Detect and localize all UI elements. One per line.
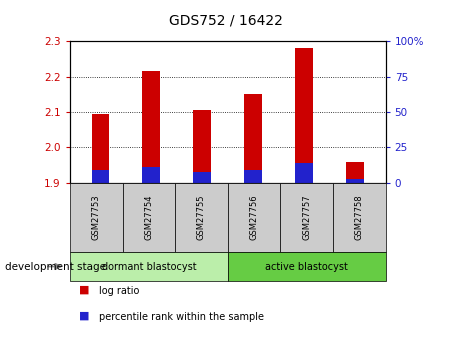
Text: dormant blastocyst: dormant blastocyst	[101, 262, 196, 272]
Text: GSM27758: GSM27758	[355, 195, 364, 240]
Text: ■: ■	[79, 310, 89, 321]
Bar	[295, 164, 313, 183]
Bar	[295, 49, 313, 183]
Bar	[244, 170, 262, 183]
Text: GSM27755: GSM27755	[197, 195, 206, 240]
Text: GSM27754: GSM27754	[144, 195, 153, 240]
Text: GSM27757: GSM27757	[302, 195, 311, 240]
Bar	[143, 167, 160, 183]
Text: log ratio: log ratio	[99, 286, 140, 296]
Bar	[92, 114, 110, 183]
Bar	[244, 95, 262, 183]
Bar	[193, 110, 211, 183]
Text: GSM27756: GSM27756	[249, 195, 258, 240]
Bar	[193, 172, 211, 183]
Bar	[346, 162, 364, 183]
Bar	[346, 179, 364, 183]
Text: active blastocyst: active blastocyst	[265, 262, 348, 272]
Text: ■: ■	[79, 285, 89, 295]
Bar	[92, 170, 110, 183]
Text: GDS752 / 16422: GDS752 / 16422	[169, 14, 282, 28]
Text: GSM27753: GSM27753	[92, 195, 101, 240]
Text: development stage: development stage	[5, 262, 106, 272]
Bar	[143, 71, 160, 183]
Text: percentile rank within the sample: percentile rank within the sample	[99, 312, 264, 322]
